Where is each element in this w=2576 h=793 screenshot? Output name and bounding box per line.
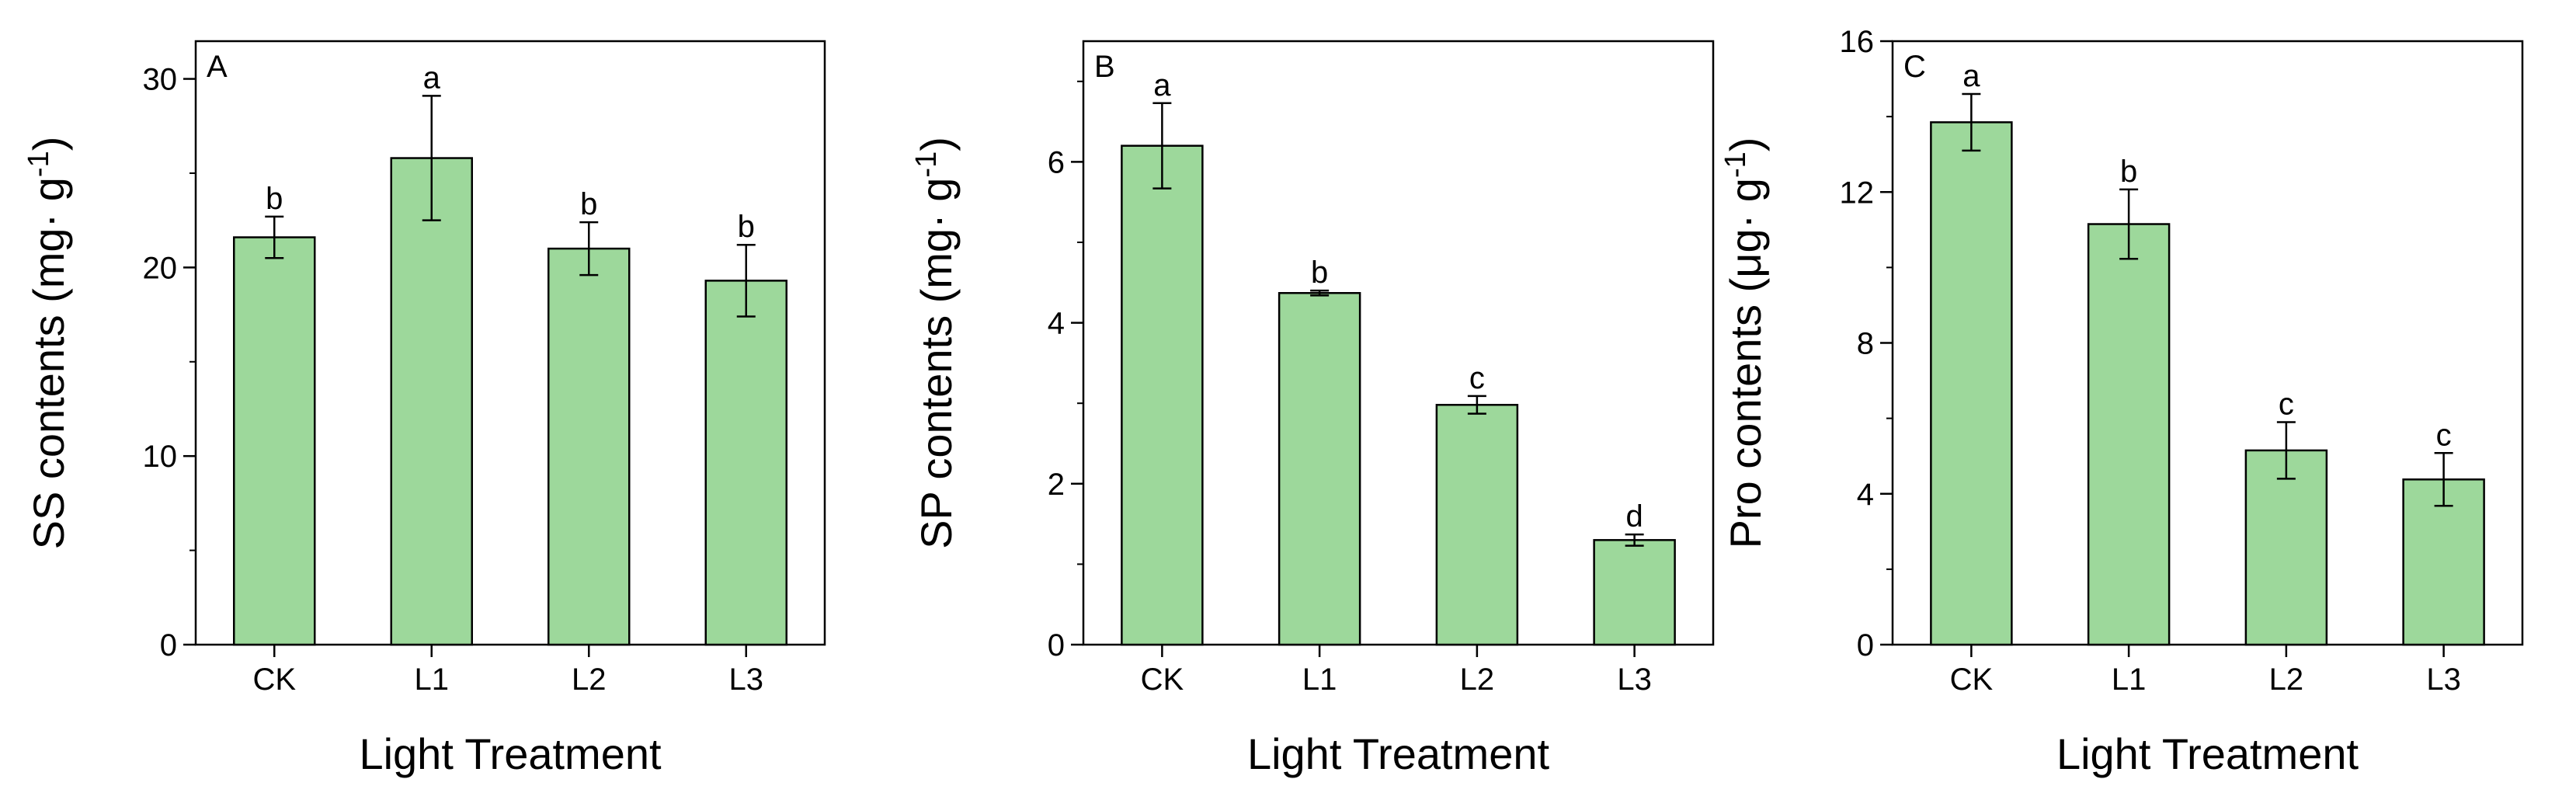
x-tick-label: L3 — [729, 663, 764, 697]
y-axis-title: Pro contents (μg· g-1) — [1719, 137, 1770, 549]
x-tick-label: CK — [1141, 663, 1184, 697]
significance-label: a — [423, 61, 441, 95]
y-tick-label: 2 — [1048, 468, 1065, 502]
significance-label: c — [2436, 418, 2452, 452]
bar — [704, 280, 787, 646]
y-axis-title-end: ) — [24, 137, 73, 151]
significance-label: c — [1469, 361, 1485, 395]
x-axis-title: Light Treatment — [359, 729, 662, 778]
x-tick-label: L3 — [1617, 663, 1652, 697]
y-tick-label: 0 — [1857, 628, 1874, 663]
significance-label: b — [266, 182, 283, 216]
y-axis-title-end: ) — [912, 137, 961, 151]
y-axis-title-superscript: -1 — [1719, 151, 1752, 178]
y-tick-label: 6 — [1048, 145, 1065, 179]
bar — [2087, 223, 2171, 646]
significance-label: a — [1962, 59, 1980, 93]
x-tick-label: L1 — [1302, 663, 1337, 697]
chart-panel-c: 0 4 8 12 16 a CK b L1 c L2 c L3 C Light Treatment Pro c… — [1719, 25, 2524, 778]
y-axis-title-unit: · g — [912, 178, 961, 228]
bar — [1930, 121, 2013, 646]
x-tick-label: CK — [252, 663, 296, 697]
y-axis-title-main: SP contents (mg — [912, 228, 961, 549]
panel-letter: A — [207, 50, 228, 84]
x-tick-label: CK — [1950, 663, 1994, 697]
y-tick-label: 10 — [143, 440, 178, 474]
panel-letter: C — [1903, 50, 1926, 84]
x-tick-label: L1 — [2112, 663, 2147, 697]
bar — [548, 247, 631, 646]
y-tick-label: 0 — [160, 628, 177, 663]
y-axis-title-superscript: -1 — [23, 151, 55, 177]
significance-label: b — [738, 210, 755, 244]
y-tick-label: 16 — [1840, 25, 1875, 59]
bar — [1121, 144, 1204, 646]
y-axis-title-end: ) — [1721, 137, 1770, 152]
y-tick-label: 8 — [1857, 327, 1874, 361]
significance-label: a — [1153, 68, 1171, 103]
y-axis-title-unit: · g — [1721, 178, 1770, 228]
bar — [390, 157, 473, 646]
x-tick-label: L3 — [2426, 663, 2461, 697]
x-axis-title: Light Treatment — [1247, 729, 1550, 778]
x-tick-label: L2 — [2269, 663, 2304, 697]
x-tick-label: L2 — [1460, 663, 1495, 697]
y-tick-label: 20 — [143, 251, 178, 285]
x-axis-title: Light Treatment — [2056, 729, 2359, 778]
y-tick-label: 30 — [143, 63, 178, 97]
bar — [1593, 539, 1676, 646]
y-axis-title-superscript: -1 — [910, 151, 943, 178]
plot-frame — [1082, 40, 1715, 646]
bar — [233, 236, 316, 646]
y-axis-title: SS contents (mg· g-1) — [23, 137, 73, 550]
significance-label: d — [1626, 499, 1643, 534]
chart-panel-b: 0 2 4 6 a CK b L1 c L2 d L3 B Light Treatment SP conte… — [910, 40, 1715, 778]
y-axis-title-main: SS contents (mg — [24, 228, 73, 549]
bar — [2244, 449, 2328, 646]
y-axis-title-unit: · g — [24, 177, 73, 228]
bar — [1435, 404, 1519, 646]
significance-label: b — [1311, 256, 1328, 290]
significance-label: b — [2120, 155, 2137, 189]
panel-letter: B — [1094, 50, 1115, 84]
y-axis-title: SP contents (mg· g-1) — [910, 137, 961, 549]
y-axis-title-main: Pro contents (μg — [1721, 228, 1770, 548]
significance-label: b — [580, 187, 597, 221]
x-tick-label: L1 — [415, 663, 450, 697]
y-tick-label: 0 — [1048, 628, 1065, 663]
significance-label: c — [2279, 387, 2294, 421]
x-tick-label: L2 — [572, 663, 607, 697]
plot-frame — [194, 40, 826, 646]
y-tick-label: 4 — [1857, 478, 1874, 512]
y-tick-label: 12 — [1840, 176, 1875, 210]
chart-panel-a: 0 10 20 30 b CK a L1 b L2 b L3 A Light Treatment SS co… — [23, 40, 826, 778]
bar — [1278, 292, 1361, 646]
y-tick-label: 4 — [1048, 307, 1065, 341]
